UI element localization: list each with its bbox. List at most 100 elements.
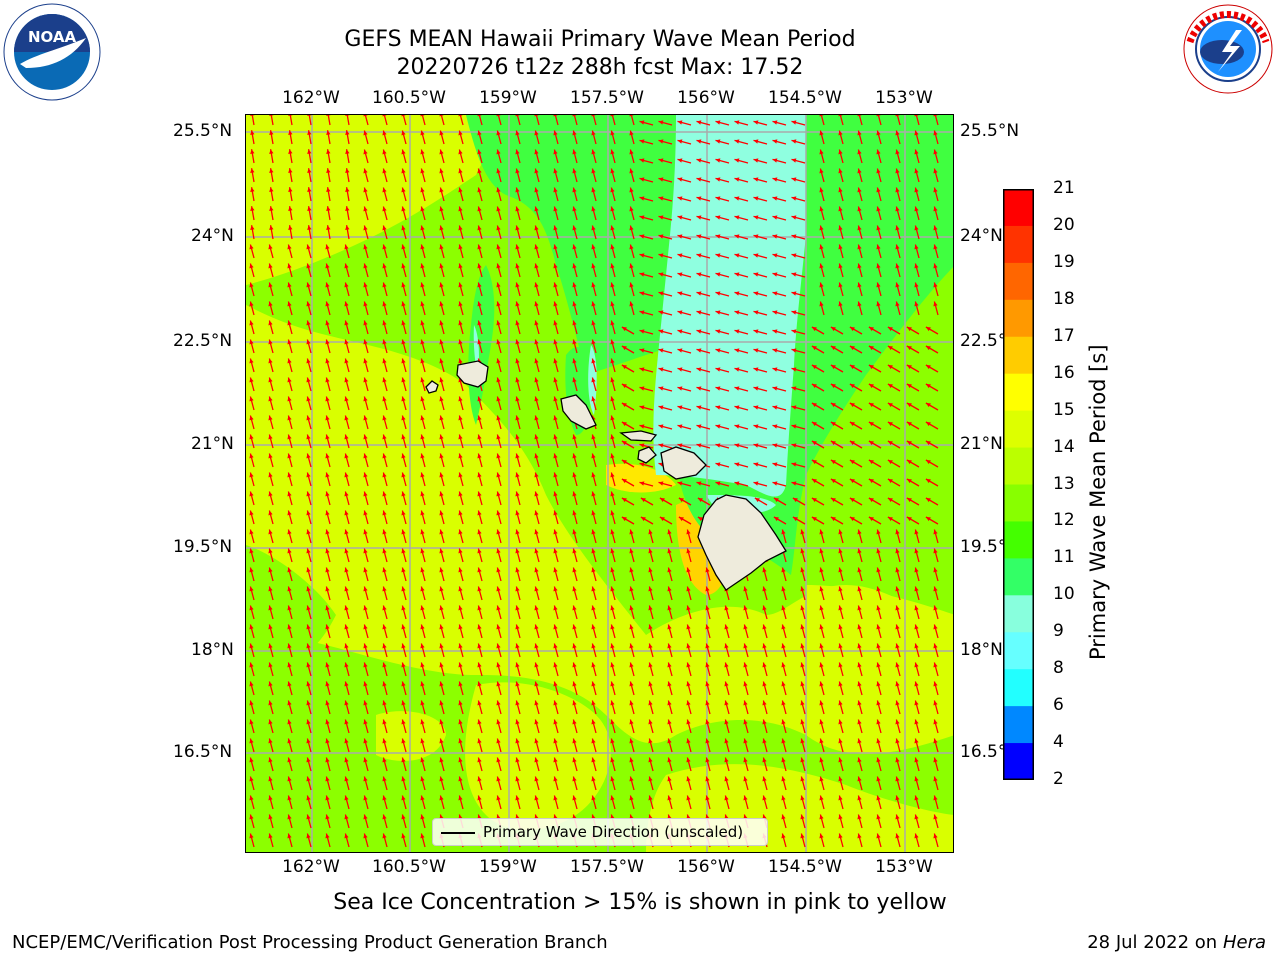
wave-arrow-head: [307, 115, 312, 116]
wave-arrow-head: [496, 282, 501, 288]
wave-arrow-head: [895, 244, 900, 250]
wave-arrow-head: [401, 529, 406, 535]
wave-arrow-head: [914, 795, 919, 801]
wave-arrow-head: [306, 453, 311, 459]
wave-arrow-head: [572, 149, 577, 155]
wave-arrow-head: [887, 498, 893, 503]
wave-arrow-head: [667, 567, 672, 573]
wave-arrow-head: [344, 643, 349, 649]
wave-arrow-head: [667, 738, 672, 744]
wave-arrow-head: [686, 586, 691, 592]
wave-arrow-head: [762, 624, 767, 630]
wave-arrow-head: [658, 177, 664, 182]
wave-arrow-head: [639, 481, 645, 486]
wave-arrow-head: [724, 681, 729, 687]
wave-arrow-head: [382, 396, 387, 402]
wave-arrow-head: [268, 244, 273, 250]
wave-arrow-head: [344, 548, 349, 554]
wave-arrow-head: [658, 405, 664, 410]
lat-label-left: 21°N: [191, 434, 234, 454]
wave-arrow-head: [458, 548, 463, 554]
wave-arrow-head: [914, 586, 919, 592]
wave-arrow-head: [420, 814, 425, 820]
field-aqua: [653, 115, 806, 497]
wave-arrow-head: [439, 396, 444, 402]
lon-label-top: 153°W: [875, 88, 933, 108]
wave-arrow-head: [439, 206, 444, 212]
wave-arrow-head: [610, 377, 615, 383]
wave-arrow-head: [382, 491, 387, 497]
wave-arrow-head: [830, 479, 836, 484]
wave-arrow-head: [591, 548, 596, 554]
wave-arrow-head: [382, 586, 387, 592]
wave-arrow-head: [344, 510, 349, 516]
lon-label-top: 156°W: [677, 88, 735, 108]
wave-arrow-head: [629, 263, 634, 269]
wave-arrow-head: [743, 662, 748, 668]
wave-arrow-head: [268, 529, 273, 535]
wave-arrow-head: [715, 253, 721, 258]
wave-arrow-head: [287, 700, 292, 706]
wave-arrow-head: [363, 814, 368, 820]
wave-arrow: [327, 115, 331, 126]
wave-arrow-head: [857, 244, 862, 250]
wave-arrow-head: [591, 434, 596, 440]
wave-arrow-head: [382, 206, 387, 212]
wave-arrow-head: [667, 529, 672, 535]
wave-arrow-head: [610, 225, 615, 231]
lon-label-bottom: 157.5°W: [570, 857, 644, 877]
wave-arrow-head: [830, 384, 836, 389]
wave-arrow-head: [696, 120, 702, 125]
wave-arrow-head: [382, 814, 387, 820]
wave-arrow-head: [420, 510, 425, 516]
wave-arrow-head: [792, 517, 798, 522]
wave-arrow-head: [686, 681, 691, 687]
wave-arrow-head: [344, 833, 349, 839]
wave-arrow-head: [401, 206, 406, 212]
wave-arrow-head: [686, 700, 691, 706]
wave-arrow-head: [772, 234, 778, 239]
wave-arrow-head: [288, 149, 293, 154]
wave-arrow-head: [639, 215, 645, 220]
wave-arrow-head: [572, 529, 577, 535]
wave-arrow-head: [762, 567, 767, 573]
wave-arrow-head: [857, 814, 862, 820]
wave-arrow-head: [838, 814, 843, 820]
wave-arrow-head: [534, 225, 539, 231]
nws-logo: [1178, 2, 1278, 97]
wave-arrow-head: [325, 301, 330, 307]
wave-arrow-head: [753, 367, 759, 372]
wave-arrow-head: [933, 795, 938, 801]
wave-arrow-head: [325, 339, 330, 345]
wave-arrow-head: [344, 814, 349, 820]
wave-arrow-head: [477, 263, 482, 269]
wave-arrow-head: [895, 586, 900, 592]
wave-arrow-head: [591, 719, 596, 725]
wave-arrow-head: [791, 291, 797, 296]
wave-arrow-head: [496, 168, 501, 174]
wave-arrow-head: [382, 225, 387, 231]
wave-arrow-head: [325, 453, 330, 459]
wave-arrow-head: [496, 244, 501, 250]
wave-arrow-head: [621, 403, 627, 408]
wave-arrow-head: [401, 624, 406, 630]
wave-arrow-head: [477, 719, 482, 725]
noaa-logo: NOAA: [2, 2, 102, 102]
wave-arrow-head: [696, 443, 702, 448]
wave-arrow-head: [401, 453, 406, 459]
wave-arrow-head: [306, 510, 311, 516]
wave-arrow-head: [572, 776, 577, 782]
wave-arrow-head: [887, 422, 893, 427]
colorbar-tick-label: 16: [1053, 362, 1075, 383]
wave-arrow-head: [925, 327, 931, 332]
wave-arrow-head: [382, 700, 387, 706]
wave-arrow-head: [249, 681, 254, 687]
lat-label-right: 24°N: [960, 226, 1003, 246]
wave-arrow-head: [705, 700, 710, 706]
wave-arrow-head: [715, 139, 721, 144]
wave-arrow-head: [914, 643, 919, 649]
wave-arrow-head: [515, 130, 520, 136]
wave-arrow-head: [325, 586, 330, 592]
wave-arrow-head: [696, 272, 702, 277]
wave-arrow-head: [705, 757, 710, 763]
